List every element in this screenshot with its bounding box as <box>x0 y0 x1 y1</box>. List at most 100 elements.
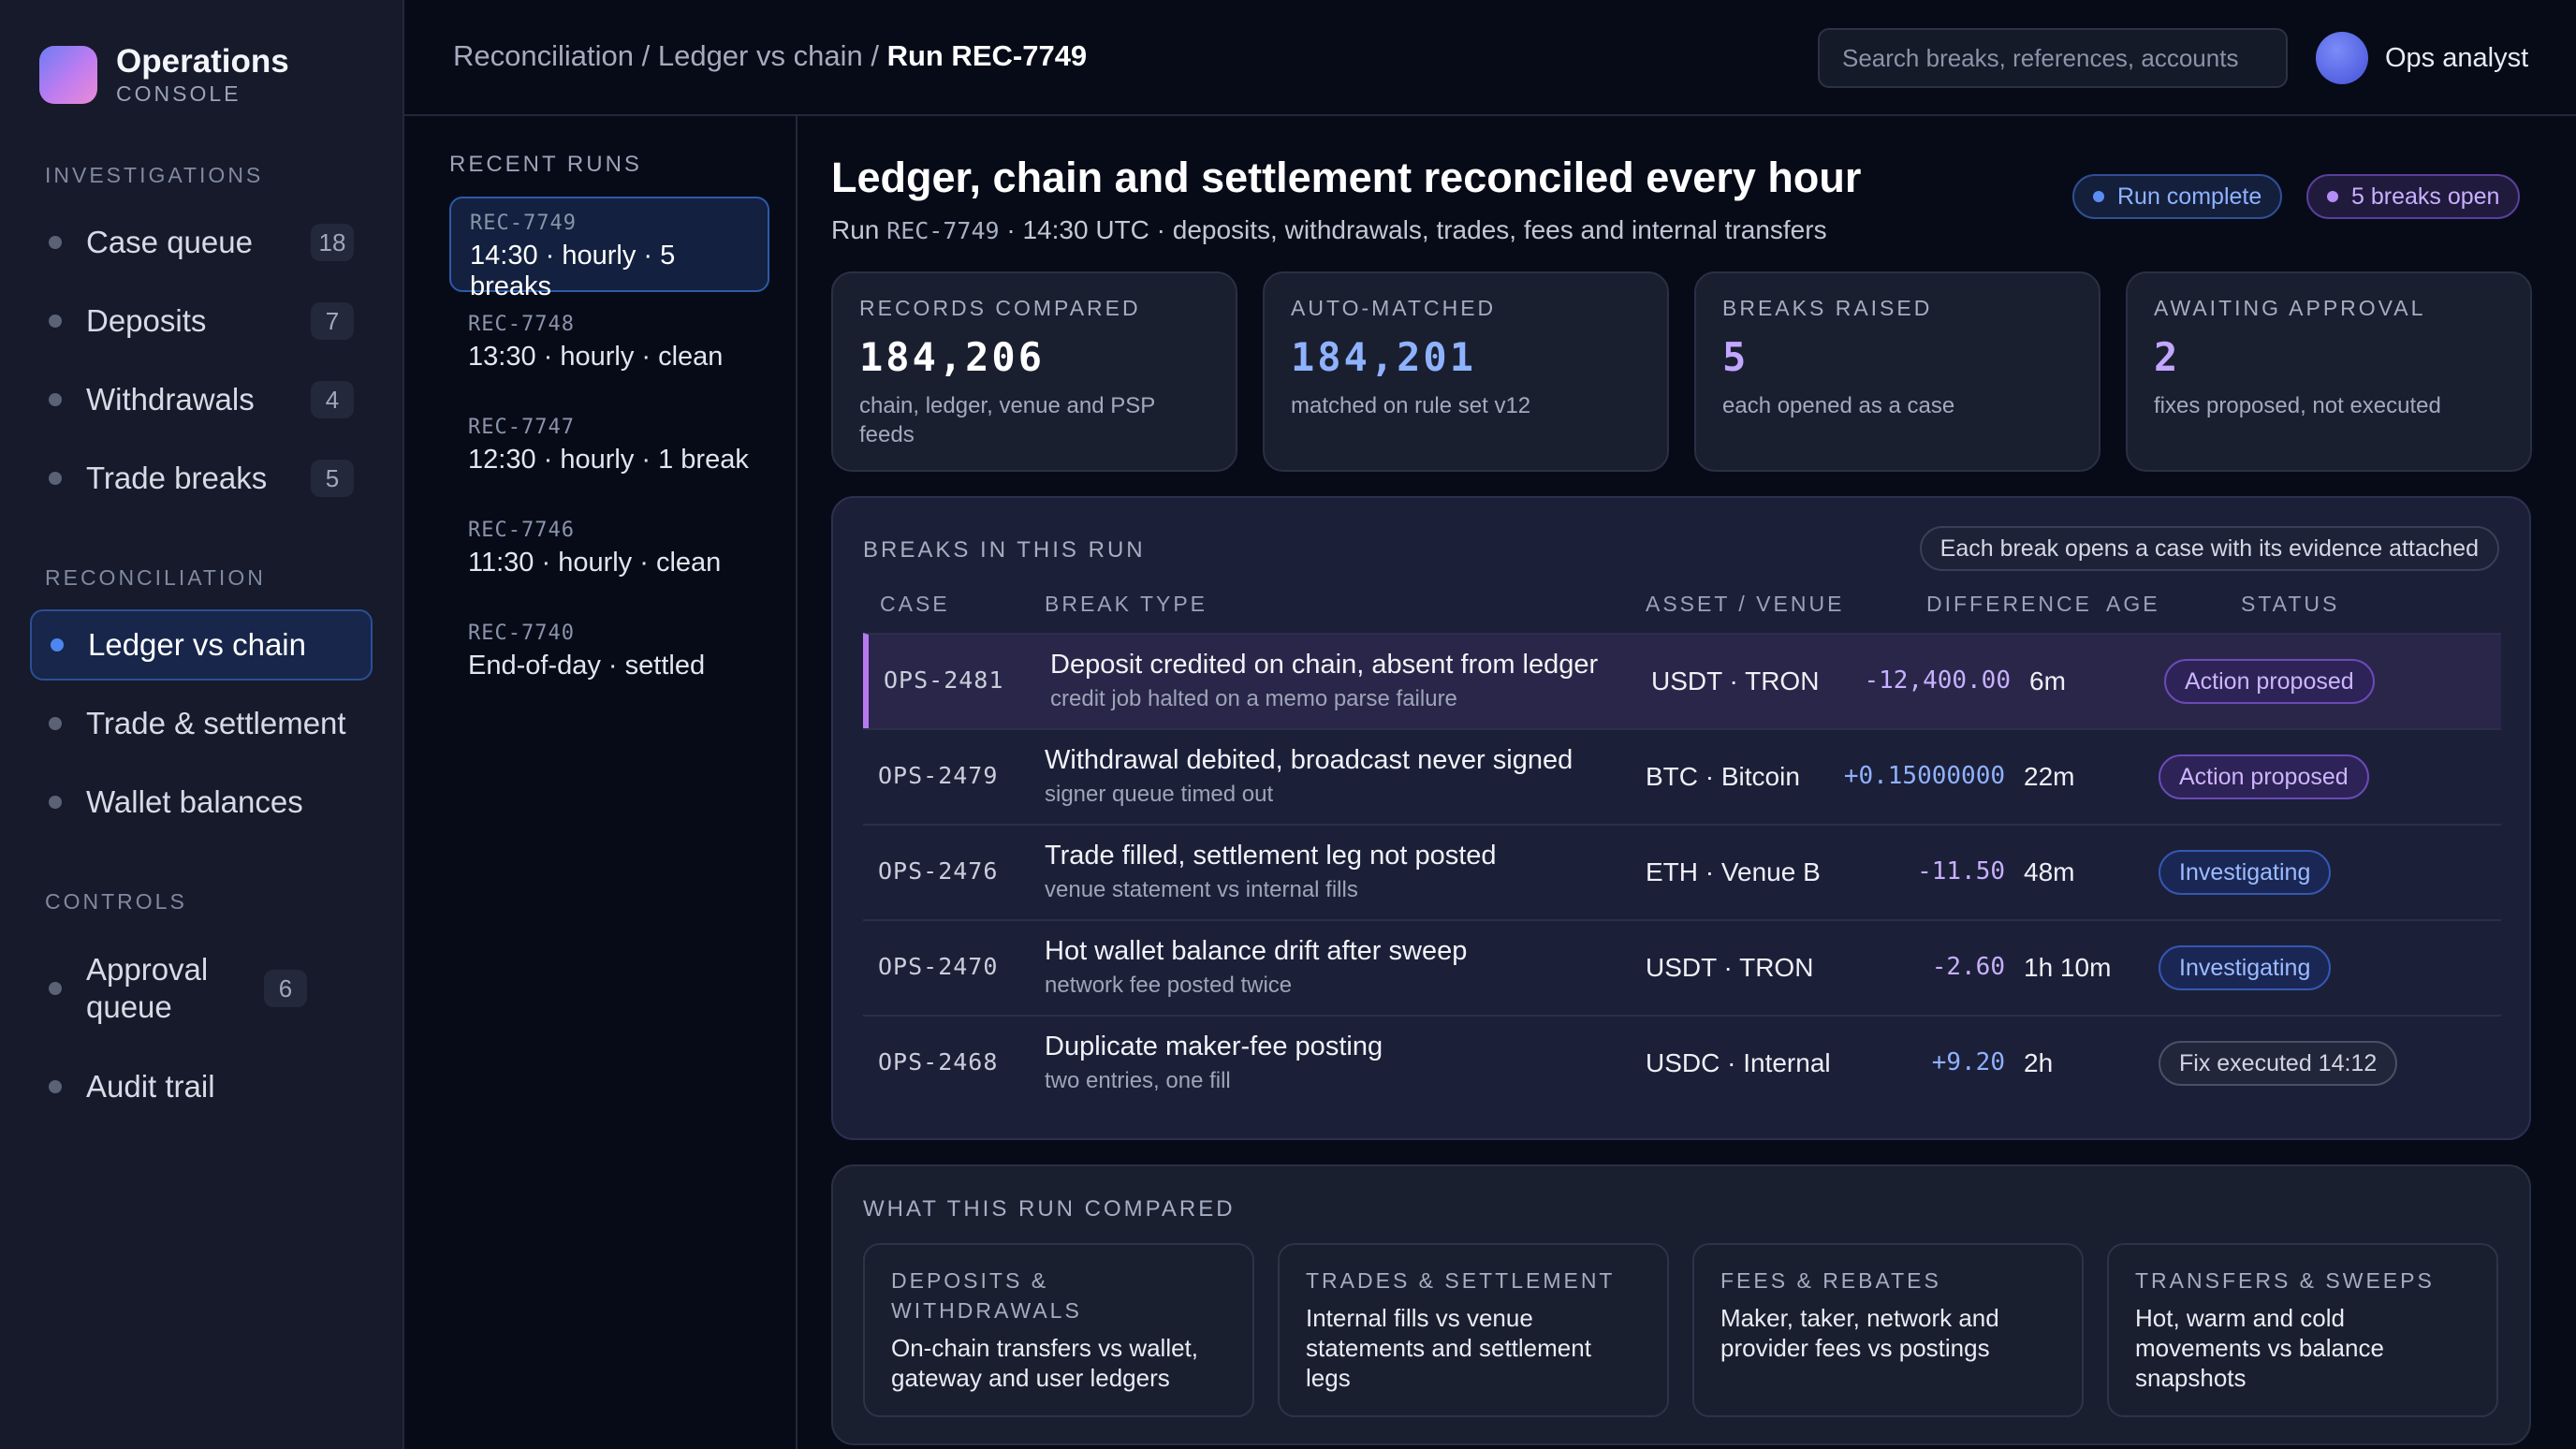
kpi-label: AUTO-MATCHED <box>1291 296 1497 320</box>
run-subtitle: Run REC-7749 · 14:30 UTC · deposits, wit… <box>831 215 1827 245</box>
avatar[interactable] <box>2316 32 2368 84</box>
card-label: FEES & REBATES <box>1720 1268 1941 1293</box>
count-badge: 18 <box>311 224 354 261</box>
topbar: Reconciliation / Ledger vs chain / Run R… <box>404 0 2576 116</box>
column-header-status: STATUS <box>2241 592 2340 616</box>
age: 48m <box>2024 857 2075 886</box>
breadcrumb-separator: / <box>862 39 887 72</box>
bullet-icon <box>51 638 64 651</box>
status-dot-icon <box>2093 191 2104 202</box>
sidebar-item-wallet-balances[interactable]: Wallet balances <box>30 767 373 838</box>
run-id: REC-7746 <box>468 519 575 542</box>
sidebar-item-ledger-vs-chain[interactable]: Ledger vs chain <box>30 609 373 681</box>
sidebar-item-label: Audit trail <box>86 1069 215 1104</box>
brand[interactable]: Operations CONSOLE <box>39 43 289 107</box>
run-description: 12:30 · hourly · 1 break <box>468 445 749 475</box>
run-item[interactable]: REC-7748 13:30 · hourly · clean <box>449 300 769 395</box>
sidebar-item-label: Trade breaks <box>86 461 268 495</box>
search-input[interactable] <box>1842 43 2286 73</box>
nav-section-reconciliation: RECONCILIATION <box>45 565 266 590</box>
kpi-value: 184,201 <box>1291 334 1477 380</box>
brand-logo-icon <box>39 46 97 104</box>
card-text: On-chain transfers vs wallet, gateway an… <box>891 1334 1199 1392</box>
sidebar-item-trade-settlement[interactable]: Trade & settlement <box>30 688 373 759</box>
status-badge[interactable]: Action proposed <box>2159 754 2369 799</box>
case-id[interactable]: OPS-2468 <box>878 1048 999 1076</box>
kpi-note: chain, ledger, venue and PSP feeds <box>859 393 1155 447</box>
run-id: REC-7749 <box>886 217 1000 244</box>
kpi-value: 5 <box>1722 334 1749 380</box>
kpi-value: 184,206 <box>859 334 1046 380</box>
nav-section-controls: CONTROLS <box>45 889 187 914</box>
count-badge: 5 <box>311 460 354 497</box>
run-item[interactable]: REC-7749 14:30 · hourly · 5 breaks <box>449 197 769 301</box>
sidebar-item-label: Approval queue <box>86 952 209 1024</box>
case-id[interactable]: OPS-2476 <box>878 857 999 885</box>
breaks-panel: BREAKS IN THIS RUN Each break opens a ca… <box>831 496 2531 1140</box>
status-badge[interactable]: Investigating <box>2159 850 2332 895</box>
status-badge[interactable]: Fix executed 14:12 <box>2159 1041 2398 1086</box>
bullet-icon <box>49 717 62 730</box>
card-label: TRADES & SETTLEMENT <box>1306 1268 1616 1293</box>
search-box[interactable] <box>1818 28 2288 88</box>
breadcrumb-current: Run REC-7749 <box>886 39 1088 72</box>
break-type: Duplicate maker-fee posting two entries,… <box>1045 1032 1383 1094</box>
status-badge-breaks[interactable]: 5 breaks open <box>2306 174 2521 219</box>
run-item[interactable]: REC-7747 12:30 · hourly · 1 break <box>449 402 769 498</box>
run-item[interactable]: REC-7746 11:30 · hourly · clean <box>449 505 769 601</box>
break-detail: venue statement vs internal fills <box>1045 877 1358 902</box>
table-row[interactable]: OPS-2476 Trade filled, settlement leg no… <box>863 824 2501 919</box>
sidebar: Operations CONSOLE INVESTIGATIONS Case q… <box>0 0 404 1449</box>
kpi-auto-matched: AUTO-MATCHED 184,201 matched on rule set… <box>1263 271 1669 472</box>
age: 2h <box>2024 1048 2054 1077</box>
case-id[interactable]: OPS-2470 <box>878 953 999 980</box>
case-id[interactable]: OPS-2479 <box>878 762 999 789</box>
sidebar-item-deposits[interactable]: Deposits 7 <box>30 285 373 357</box>
status-badge[interactable]: Action proposed <box>2164 659 2375 704</box>
difference: +9.20 <box>1931 1048 2005 1076</box>
recent-runs-title: RECENT RUNS <box>449 152 642 177</box>
sidebar-item-withdrawals[interactable]: Withdrawals 4 <box>30 364 373 435</box>
table-row[interactable]: OPS-2470 Hot wallet balance drift after … <box>863 919 2501 1015</box>
count-badge: 4 <box>311 381 354 418</box>
user-menu[interactable]: Ops analyst <box>2316 32 2528 84</box>
sidebar-item-case-queue[interactable]: Case queue 18 <box>30 207 373 278</box>
bullet-icon <box>49 393 62 406</box>
breadcrumb-reconciliation[interactable]: Reconciliation <box>453 39 634 72</box>
kpi-label: RECORDS COMPARED <box>859 296 1141 320</box>
run-description: 11:30 · hourly · clean <box>468 548 722 578</box>
break-title: Duplicate maker-fee posting <box>1045 1032 1383 1061</box>
sidebar-item-label: Ledger vs chain <box>88 627 306 662</box>
run-description: 14:30 · hourly · 5 breaks <box>470 241 676 301</box>
table-row[interactable]: OPS-2468 Duplicate maker-fee posting two… <box>863 1015 2501 1110</box>
column-header-break-type: BREAK TYPE <box>1045 592 1208 616</box>
card-label: DEPOSITS & WITHDRAWALS <box>891 1268 1082 1323</box>
break-detail: signer queue timed out <box>1045 782 1274 807</box>
break-detail: two entries, one fill <box>1045 1068 1231 1093</box>
case-id[interactable]: OPS-2481 <box>884 666 1004 694</box>
status-badge[interactable]: Investigating <box>2159 945 2332 990</box>
table-row[interactable]: OPS-2479 Withdrawal debited, broadcast n… <box>863 728 2501 824</box>
run-description: 13:30 · hourly · clean <box>468 342 724 372</box>
sidebar-item-label: Deposits <box>86 303 207 338</box>
table-row[interactable]: OPS-2481 Deposit credited on chain, abse… <box>863 633 2501 728</box>
break-title: Hot wallet balance drift after sweep <box>1045 936 1468 966</box>
sidebar-item-label: Case queue <box>86 225 253 259</box>
bullet-icon <box>49 982 62 995</box>
kpi-label: BREAKS RAISED <box>1722 296 1933 320</box>
run-item[interactable]: REC-7740 End-of-day · settled <box>449 608 769 704</box>
age: 6m <box>2029 666 2066 695</box>
age: 22m <box>2024 762 2075 791</box>
run-description: End-of-day · settled <box>468 651 706 681</box>
breadcrumb-ledger-vs-chain[interactable]: Ledger vs chain <box>657 39 863 72</box>
kpi-label: AWAITING APPROVAL <box>2154 296 2426 320</box>
sidebar-item-audit-trail[interactable]: Audit trail <box>30 1051 373 1122</box>
difference: -11.50 <box>1917 857 2005 886</box>
sidebar-item-approval-queue[interactable]: Approval queue 6 <box>30 945 373 1032</box>
kpi-awaiting-approval: AWAITING APPROVAL 2 fixes proposed, not … <box>2126 271 2532 472</box>
difference: -12,400.00 <box>1864 666 2011 695</box>
sidebar-item-label: Wallet balances <box>86 784 303 819</box>
sidebar-item-trade-breaks[interactable]: Trade breaks 5 <box>30 443 373 514</box>
run-id: REC-7747 <box>468 416 575 439</box>
kpi-note: fixes proposed, not executed <box>2154 393 2441 418</box>
